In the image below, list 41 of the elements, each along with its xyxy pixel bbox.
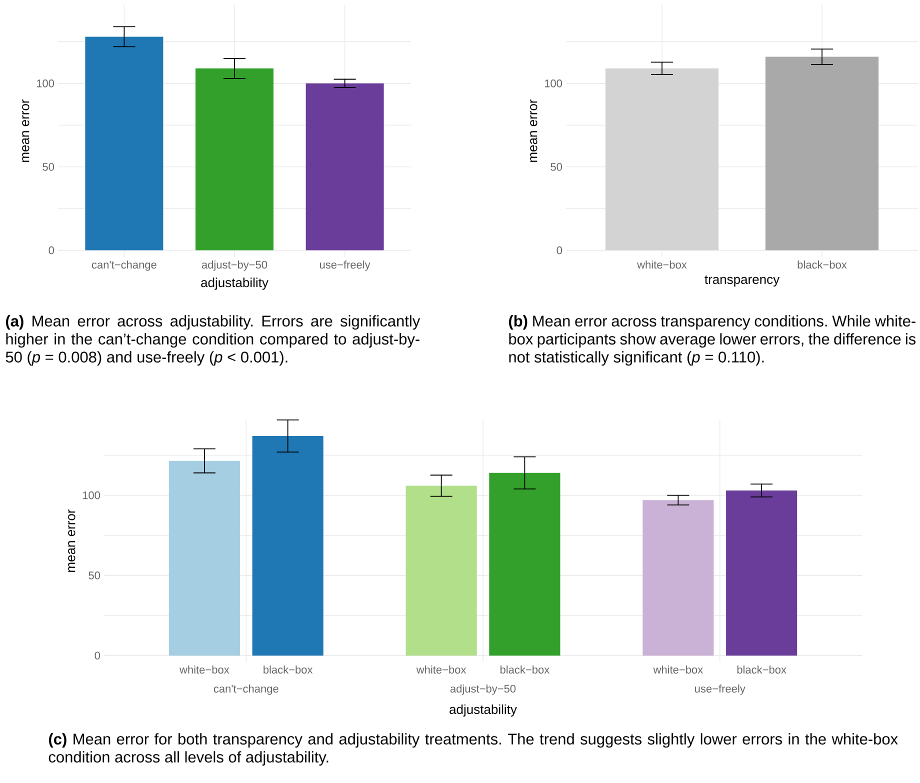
x-tick-label: use−freely bbox=[320, 260, 370, 271]
y-tick-label: 0 bbox=[556, 246, 562, 254]
y-axis-title: mean error bbox=[530, 99, 538, 162]
text: black−box bbox=[500, 666, 550, 674]
x-tick-label: use−freely bbox=[695, 684, 746, 695]
series-label: white−box bbox=[180, 666, 230, 674]
x-tick-label: can't−change bbox=[214, 684, 278, 695]
x-tick-label: black−box bbox=[798, 260, 847, 269]
y-tick-label: 0 bbox=[94, 652, 100, 660]
text: (a) Mean error across adjustability. Errors are significantly higher in the can’t-change condition compared to adjust-by-50 (p = 0.008) and use-freely (p < 0.001). bbox=[6, 315, 420, 366]
bar bbox=[306, 83, 384, 250]
series-label: black−box bbox=[264, 666, 313, 674]
text: white−box bbox=[653, 666, 703, 674]
x-tick-label: white−box bbox=[637, 260, 687, 269]
text: white−box bbox=[416, 666, 466, 674]
x-axis-title: transparency bbox=[704, 275, 780, 287]
y-tick-label: 100 bbox=[36, 80, 54, 88]
y-tick-label: 100 bbox=[82, 491, 100, 500]
y-tick-label: 50 bbox=[88, 572, 100, 580]
text: (c) Mean error for both transparency and adjustability treatments. The trend suggests slightly lower errors in the white-box condition across all levels of adjustability. bbox=[48, 733, 898, 766]
text: (b) Mean error across transparency conditions. While white-box participants show average lower errors, the difference is not statistically significant (p = 0.110). bbox=[508, 315, 916, 366]
y-axis-title: mean error bbox=[68, 509, 76, 572]
x-axis-title: adjustability bbox=[450, 704, 517, 717]
bar bbox=[196, 68, 274, 250]
bar bbox=[489, 472, 560, 656]
text: black−box bbox=[737, 666, 786, 674]
bar bbox=[85, 36, 164, 250]
bar bbox=[168, 460, 240, 656]
bar bbox=[726, 490, 798, 656]
y-tick-label: 50 bbox=[42, 162, 54, 171]
y-axis-title: mean error bbox=[22, 99, 30, 162]
x-tick-label: can't−change bbox=[92, 260, 156, 271]
bar bbox=[642, 500, 714, 656]
y-tick-label: 50 bbox=[550, 162, 562, 171]
x-tick-label: adjust−by−50 bbox=[450, 684, 516, 695]
x-tick-label: adjust−by−50 bbox=[202, 260, 268, 271]
x-axis-title: adjustability bbox=[201, 278, 268, 290]
bar bbox=[252, 436, 324, 656]
bar bbox=[406, 486, 477, 656]
y-tick-label: 0 bbox=[48, 246, 54, 254]
y-tick-label: 100 bbox=[544, 80, 562, 88]
